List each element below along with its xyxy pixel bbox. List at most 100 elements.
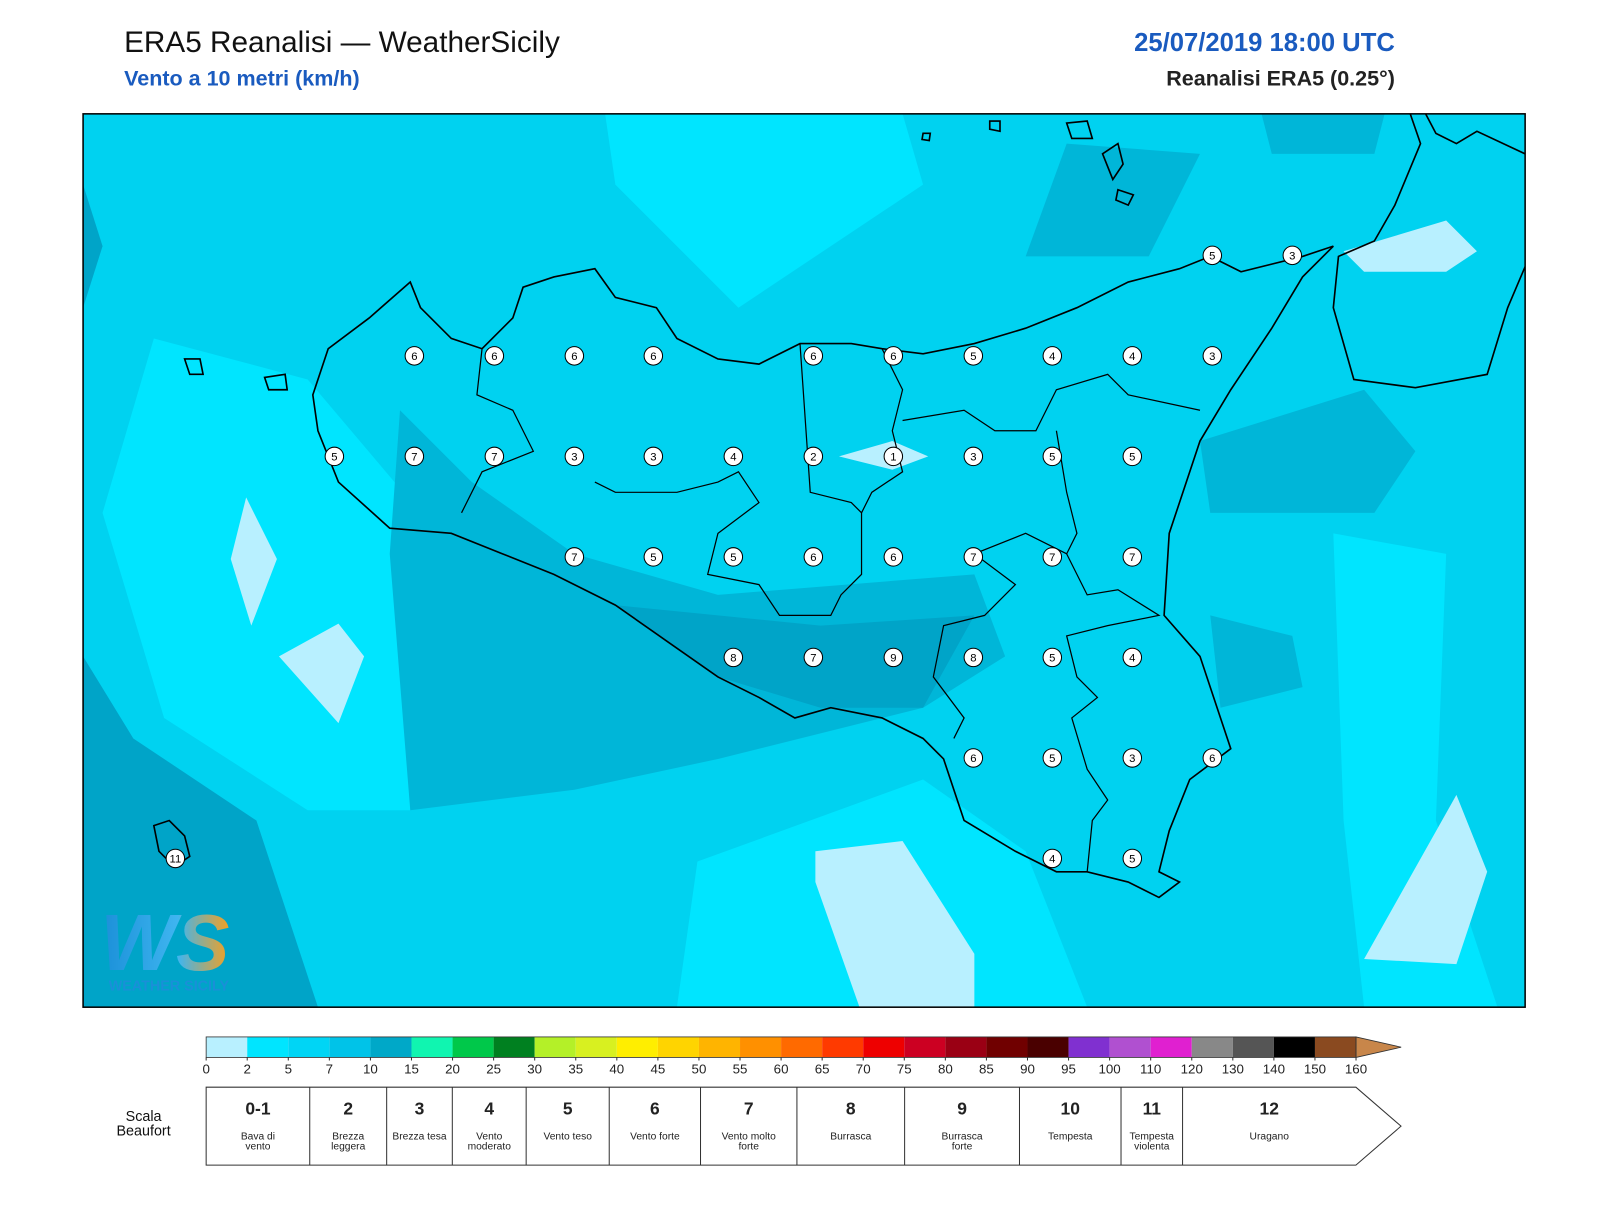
colorbar-tick-label: 90 bbox=[1020, 1061, 1035, 1076]
wind-value: 7 bbox=[1049, 552, 1055, 564]
wind-value: 5 bbox=[1049, 652, 1055, 664]
station-marker bbox=[324, 446, 345, 467]
wind-value: 3 bbox=[1129, 753, 1135, 765]
colorbar-bin bbox=[657, 1036, 699, 1058]
coastlines bbox=[152, 113, 1526, 899]
colorbar-tick-label: 50 bbox=[692, 1061, 707, 1076]
station-marker bbox=[883, 346, 904, 366]
colorbar-tick-label: 20 bbox=[445, 1061, 460, 1076]
colorbar-tick-label: 35 bbox=[568, 1061, 583, 1076]
wind-value: 7 bbox=[810, 652, 816, 664]
beaufort-force: 7 bbox=[744, 1098, 754, 1118]
colorbar-tick-label: 130 bbox=[1222, 1061, 1244, 1076]
station-marker bbox=[883, 547, 904, 567]
subtitle: Vento a 10 metri (km/h) bbox=[124, 67, 360, 91]
station-marker bbox=[963, 547, 984, 567]
colorbar-tick-label: 75 bbox=[897, 1061, 912, 1076]
colorbar-tick-label: 2 bbox=[244, 1061, 251, 1076]
station-marker bbox=[1042, 748, 1063, 768]
station-marker bbox=[1122, 547, 1143, 567]
colorbar-tick-label: 0 bbox=[202, 1061, 209, 1076]
colorbar-tick-label: 100 bbox=[1098, 1061, 1120, 1076]
wind-value: 1 bbox=[890, 451, 896, 463]
station-marker bbox=[643, 547, 664, 567]
colorbar-tick-label: 25 bbox=[486, 1061, 501, 1076]
colorbar-tick-label: 110 bbox=[1140, 1061, 1161, 1076]
colorbar-bin bbox=[1027, 1036, 1069, 1058]
colorbar-tick-label: 65 bbox=[815, 1061, 830, 1076]
map-area: 5 3 6 6 6 6 6 6 5 4 4 3 5 7 7 3 3 4 2 1 3 5 5 7 5 5 6 6 7 7 7 8 7 9 8 5 4 6 5 3… bbox=[83, 113, 1526, 1008]
wind-value: 4 bbox=[1049, 351, 1055, 363]
station-marker bbox=[1122, 848, 1143, 869]
wind-value: 4 bbox=[1129, 652, 1135, 664]
colorbar-bin bbox=[411, 1036, 453, 1058]
beaufort-name: Burrasca bbox=[830, 1131, 872, 1143]
station-marker bbox=[1042, 848, 1063, 869]
beaufort-force: 10 bbox=[1061, 1098, 1080, 1118]
station-marker bbox=[1122, 647, 1143, 668]
beaufort-force: 12 bbox=[1260, 1098, 1279, 1118]
colorbar-bin bbox=[1109, 1036, 1151, 1058]
source: Reanalisi ERA5 (0.25°) bbox=[1166, 67, 1395, 91]
colorbar-bin bbox=[575, 1036, 617, 1058]
wind-value: 5 bbox=[1049, 451, 1055, 463]
colorbar-tick-label: 15 bbox=[404, 1061, 419, 1076]
wind-value: 8 bbox=[730, 652, 736, 664]
beaufort-name: Vento molto forte bbox=[721, 1131, 776, 1153]
beaufort-name: Vento teso bbox=[543, 1131, 592, 1143]
wind-value: 3 bbox=[1209, 351, 1215, 363]
station-marker bbox=[723, 647, 744, 668]
station-marker bbox=[1042, 547, 1063, 567]
dark-zones bbox=[389, 113, 1416, 811]
colorbar-bin bbox=[247, 1036, 289, 1058]
wind-value: 3 bbox=[650, 451, 656, 463]
colorbar-bin bbox=[822, 1036, 864, 1058]
station-marker bbox=[963, 748, 984, 768]
wind-value: 6 bbox=[810, 552, 816, 564]
colorbar-bin bbox=[781, 1036, 823, 1058]
colorbar-bin bbox=[452, 1036, 494, 1058]
wind-value: 8 bbox=[970, 652, 976, 664]
colorbar-bin bbox=[698, 1036, 741, 1058]
wind-value: 5 bbox=[650, 552, 656, 564]
station-marker bbox=[963, 346, 984, 366]
colorbar-tick-label: 40 bbox=[609, 1061, 624, 1076]
beaufort-name: Vento moderato bbox=[467, 1131, 511, 1153]
station-marker bbox=[564, 346, 585, 366]
station-marker bbox=[484, 346, 505, 366]
colorbar-tick-label: 80 bbox=[938, 1061, 953, 1076]
colorbar-tick-label: 70 bbox=[856, 1061, 871, 1076]
wind-value: 3 bbox=[970, 451, 976, 463]
beaufort-force: 11 bbox=[1143, 1098, 1162, 1118]
station-marker bbox=[564, 547, 585, 567]
station-marker bbox=[1202, 748, 1223, 768]
station-marker bbox=[723, 547, 744, 567]
colorbar-tick-label: 45 bbox=[650, 1061, 665, 1076]
colorbar-bin bbox=[1068, 1036, 1110, 1058]
wind-value: 6 bbox=[650, 351, 656, 363]
station-marker bbox=[1202, 346, 1223, 366]
colorbar-bin bbox=[945, 1036, 987, 1058]
colorbar-tick-label: 30 bbox=[527, 1061, 542, 1076]
logo-name: Weather Sicily bbox=[109, 978, 230, 994]
colorbar-bin bbox=[493, 1036, 535, 1058]
wind-value: 7 bbox=[1129, 552, 1135, 564]
colorbar-bin bbox=[534, 1036, 576, 1058]
wind-value: 5 bbox=[970, 351, 976, 363]
wind-value: 3 bbox=[571, 451, 577, 463]
wind-labels: 5 3 6 6 6 6 6 6 5 4 4 3 5 7 7 3 3 4 2 1 3 5 5 7 5 5 6 6 7 7 7 8 7 9 8 5 4 6 5 3… bbox=[165, 245, 1303, 869]
beaufort-title: Scala Beaufort bbox=[116, 1109, 170, 1139]
station-marker bbox=[1042, 446, 1063, 467]
station-marker bbox=[803, 346, 824, 366]
beaufort-scale: 0-1 2 3 4 5 6 7 8 9 10 11 12 bbox=[205, 1086, 1402, 1166]
beaufort-force: 4 bbox=[484, 1098, 494, 1118]
colorbar-bin bbox=[616, 1036, 658, 1058]
title: ERA5 Reanalisi — WeatherSicily bbox=[124, 26, 560, 59]
colorbar-bin bbox=[863, 1036, 905, 1058]
station-marker bbox=[165, 848, 186, 869]
wind-value: 6 bbox=[970, 753, 976, 765]
beaufort-force: 9 bbox=[957, 1098, 967, 1118]
colorbar-bin bbox=[1232, 1036, 1274, 1058]
colorbar-tick-label: 160 bbox=[1345, 1061, 1367, 1076]
